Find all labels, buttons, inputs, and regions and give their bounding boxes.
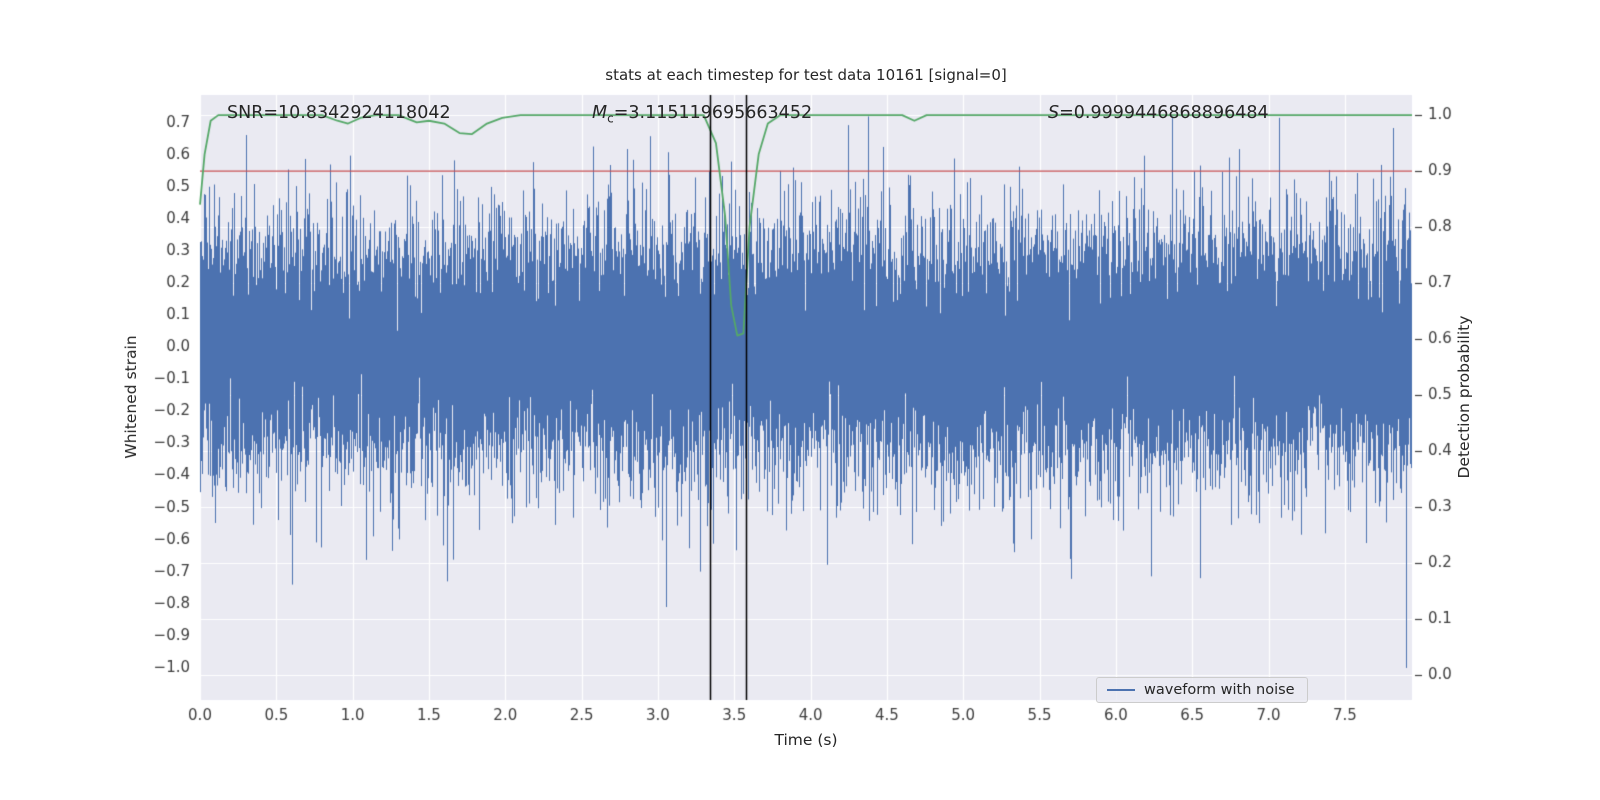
x-axis-label: Time (s) [774, 731, 838, 749]
chirp-mass-symbol: M [592, 103, 608, 123]
annotation-snr: SNR=10.8342924118042 [227, 103, 451, 123]
chirp-mass-subscript: c [607, 111, 614, 126]
y-axis-label-left: Whitened strain [122, 335, 140, 459]
chirp-mass-value: =3.115119695663452 [613, 103, 813, 123]
y-axis-label-right: Detection probability [1455, 315, 1473, 479]
annotation-significance: S=0.9999446868896484 [1048, 103, 1269, 123]
chart-title: stats at each timestep for test data 101… [605, 66, 1007, 84]
significance-symbol: S [1048, 103, 1060, 123]
legend-label: waveform with noise [1144, 682, 1295, 698]
legend-line-swatch [1107, 689, 1135, 691]
significance-value: =0.9999446868896484 [1059, 103, 1269, 123]
legend: waveform with noise [1096, 677, 1308, 703]
annotation-chirp-mass: Mc=3.115119695663452 [592, 103, 812, 126]
